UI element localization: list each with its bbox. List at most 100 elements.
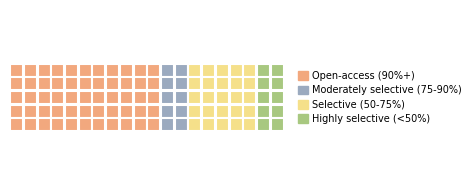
FancyBboxPatch shape: [257, 91, 270, 104]
FancyBboxPatch shape: [51, 105, 64, 118]
FancyBboxPatch shape: [243, 118, 256, 131]
FancyBboxPatch shape: [120, 64, 133, 77]
FancyBboxPatch shape: [189, 64, 201, 77]
FancyBboxPatch shape: [175, 77, 188, 90]
FancyBboxPatch shape: [120, 91, 133, 104]
FancyBboxPatch shape: [271, 105, 283, 118]
FancyBboxPatch shape: [161, 118, 174, 131]
FancyBboxPatch shape: [229, 91, 243, 104]
FancyBboxPatch shape: [202, 118, 215, 131]
FancyBboxPatch shape: [147, 91, 160, 104]
FancyBboxPatch shape: [134, 77, 146, 90]
FancyBboxPatch shape: [271, 91, 283, 104]
FancyBboxPatch shape: [79, 105, 92, 118]
FancyBboxPatch shape: [10, 91, 23, 104]
FancyBboxPatch shape: [24, 77, 37, 90]
FancyBboxPatch shape: [271, 118, 283, 131]
FancyBboxPatch shape: [229, 64, 243, 77]
FancyBboxPatch shape: [134, 64, 146, 77]
FancyBboxPatch shape: [79, 64, 92, 77]
FancyBboxPatch shape: [147, 105, 160, 118]
FancyBboxPatch shape: [202, 105, 215, 118]
FancyBboxPatch shape: [51, 118, 64, 131]
FancyBboxPatch shape: [106, 64, 119, 77]
FancyBboxPatch shape: [134, 118, 146, 131]
FancyBboxPatch shape: [92, 64, 105, 77]
FancyBboxPatch shape: [175, 105, 188, 118]
FancyBboxPatch shape: [65, 105, 78, 118]
FancyBboxPatch shape: [65, 91, 78, 104]
FancyBboxPatch shape: [243, 105, 256, 118]
FancyBboxPatch shape: [216, 77, 229, 90]
FancyBboxPatch shape: [271, 64, 283, 77]
FancyBboxPatch shape: [79, 91, 92, 104]
FancyBboxPatch shape: [51, 77, 64, 90]
FancyBboxPatch shape: [79, 77, 92, 90]
FancyBboxPatch shape: [161, 64, 174, 77]
FancyBboxPatch shape: [65, 64, 78, 77]
FancyBboxPatch shape: [134, 105, 146, 118]
FancyBboxPatch shape: [175, 118, 188, 131]
FancyBboxPatch shape: [229, 105, 243, 118]
FancyBboxPatch shape: [134, 91, 146, 104]
FancyBboxPatch shape: [175, 91, 188, 104]
FancyBboxPatch shape: [10, 77, 23, 90]
FancyBboxPatch shape: [92, 77, 105, 90]
FancyBboxPatch shape: [37, 91, 51, 104]
FancyBboxPatch shape: [161, 91, 174, 104]
FancyBboxPatch shape: [257, 118, 270, 131]
FancyBboxPatch shape: [147, 64, 160, 77]
FancyBboxPatch shape: [120, 77, 133, 90]
FancyBboxPatch shape: [257, 105, 270, 118]
FancyBboxPatch shape: [189, 105, 201, 118]
FancyBboxPatch shape: [79, 118, 92, 131]
FancyBboxPatch shape: [216, 91, 229, 104]
FancyBboxPatch shape: [37, 118, 51, 131]
FancyBboxPatch shape: [120, 105, 133, 118]
FancyBboxPatch shape: [106, 91, 119, 104]
FancyBboxPatch shape: [243, 77, 256, 90]
FancyBboxPatch shape: [229, 77, 243, 90]
FancyBboxPatch shape: [65, 118, 78, 131]
FancyBboxPatch shape: [106, 105, 119, 118]
FancyBboxPatch shape: [120, 118, 133, 131]
FancyBboxPatch shape: [10, 105, 23, 118]
FancyBboxPatch shape: [175, 64, 188, 77]
FancyBboxPatch shape: [92, 118, 105, 131]
FancyBboxPatch shape: [51, 91, 64, 104]
FancyBboxPatch shape: [51, 64, 64, 77]
FancyBboxPatch shape: [216, 105, 229, 118]
FancyBboxPatch shape: [24, 118, 37, 131]
FancyBboxPatch shape: [24, 105, 37, 118]
FancyBboxPatch shape: [92, 105, 105, 118]
FancyBboxPatch shape: [257, 64, 270, 77]
FancyBboxPatch shape: [161, 77, 174, 90]
FancyBboxPatch shape: [10, 118, 23, 131]
FancyBboxPatch shape: [106, 77, 119, 90]
FancyBboxPatch shape: [216, 64, 229, 77]
FancyBboxPatch shape: [243, 64, 256, 77]
FancyBboxPatch shape: [189, 77, 201, 90]
FancyBboxPatch shape: [202, 77, 215, 90]
FancyBboxPatch shape: [257, 77, 270, 90]
FancyBboxPatch shape: [147, 118, 160, 131]
FancyBboxPatch shape: [106, 118, 119, 131]
FancyBboxPatch shape: [216, 118, 229, 131]
FancyBboxPatch shape: [189, 118, 201, 131]
FancyBboxPatch shape: [10, 64, 23, 77]
FancyBboxPatch shape: [271, 77, 283, 90]
FancyBboxPatch shape: [229, 118, 243, 131]
FancyBboxPatch shape: [147, 77, 160, 90]
FancyBboxPatch shape: [65, 77, 78, 90]
FancyBboxPatch shape: [37, 105, 51, 118]
FancyBboxPatch shape: [37, 77, 51, 90]
FancyBboxPatch shape: [202, 91, 215, 104]
FancyBboxPatch shape: [92, 91, 105, 104]
FancyBboxPatch shape: [24, 64, 37, 77]
FancyBboxPatch shape: [24, 91, 37, 104]
FancyBboxPatch shape: [161, 105, 174, 118]
FancyBboxPatch shape: [243, 91, 256, 104]
FancyBboxPatch shape: [37, 64, 51, 77]
FancyBboxPatch shape: [202, 64, 215, 77]
FancyBboxPatch shape: [189, 91, 201, 104]
